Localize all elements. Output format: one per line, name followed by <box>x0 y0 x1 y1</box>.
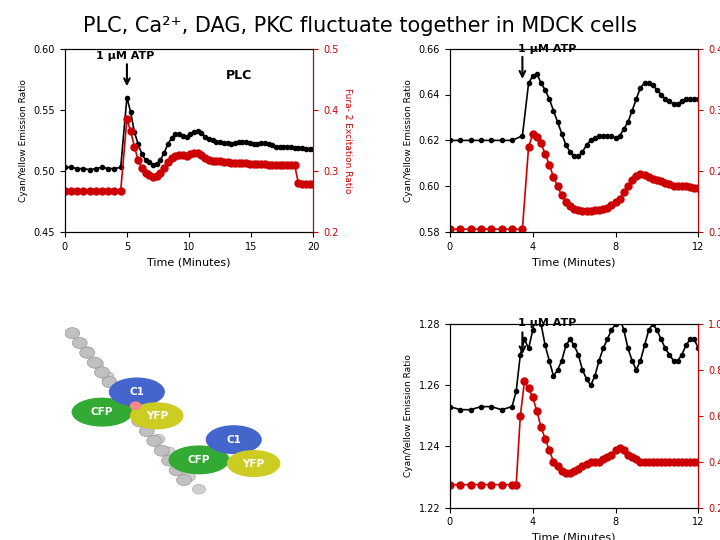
Text: PLC: PLC <box>226 69 253 82</box>
X-axis label: Time (Minutes): Time (Minutes) <box>532 533 616 540</box>
Circle shape <box>162 447 175 456</box>
Circle shape <box>152 434 165 444</box>
Y-axis label: Cyan/Yellow Emission Ratio: Cyan/Yellow Emission Ratio <box>404 79 413 202</box>
Circle shape <box>87 357 102 368</box>
Circle shape <box>132 409 145 419</box>
Circle shape <box>81 347 94 356</box>
Ellipse shape <box>207 426 261 454</box>
Text: 1 μM ATP: 1 μM ATP <box>518 319 577 328</box>
Y-axis label: Cyan/Yellow Emission Ratio: Cyan/Yellow Emission Ratio <box>19 79 28 202</box>
Circle shape <box>162 455 176 466</box>
Circle shape <box>172 460 185 469</box>
Text: CFP: CFP <box>188 455 210 465</box>
Ellipse shape <box>72 399 132 426</box>
Y-axis label: Cyan/Yellow Emission Ratio: Cyan/Yellow Emission Ratio <box>404 354 413 477</box>
Text: C1: C1 <box>130 387 144 397</box>
Circle shape <box>182 472 195 482</box>
Circle shape <box>72 338 87 348</box>
Circle shape <box>102 376 117 388</box>
Circle shape <box>109 387 125 397</box>
X-axis label: Time (Minutes): Time (Minutes) <box>532 258 616 267</box>
Ellipse shape <box>228 451 280 476</box>
Circle shape <box>111 384 124 394</box>
Circle shape <box>94 367 109 378</box>
X-axis label: Time (Minutes): Time (Minutes) <box>148 258 231 267</box>
Circle shape <box>122 397 135 407</box>
Circle shape <box>91 359 104 369</box>
Circle shape <box>65 328 80 339</box>
Text: CFP: CFP <box>91 407 113 417</box>
Ellipse shape <box>169 446 229 474</box>
Circle shape <box>154 445 169 456</box>
Circle shape <box>130 402 140 409</box>
Ellipse shape <box>130 403 183 429</box>
Circle shape <box>140 426 154 437</box>
Circle shape <box>125 406 140 417</box>
Circle shape <box>169 465 184 476</box>
Text: PLC, Ca²⁺, DAG, PKC fluctuate together in MDCK cells: PLC, Ca²⁺, DAG, PKC fluctuate together i… <box>83 16 637 36</box>
Circle shape <box>147 435 162 447</box>
Circle shape <box>80 347 94 358</box>
Circle shape <box>192 484 205 494</box>
Circle shape <box>142 422 155 431</box>
Text: C1: C1 <box>226 435 241 444</box>
Circle shape <box>117 396 132 407</box>
Circle shape <box>132 416 147 427</box>
Text: 1 μM ATP: 1 μM ATP <box>518 44 577 54</box>
Text: 1 μM ATP: 1 μM ATP <box>96 51 154 61</box>
Ellipse shape <box>109 378 164 406</box>
Y-axis label: Fura- 2 Excitation Ratio: Fura- 2 Excitation Ratio <box>343 87 352 193</box>
Circle shape <box>176 475 192 485</box>
Text: YFP: YFP <box>145 411 168 421</box>
Text: YFP: YFP <box>243 458 265 469</box>
Circle shape <box>101 372 114 381</box>
